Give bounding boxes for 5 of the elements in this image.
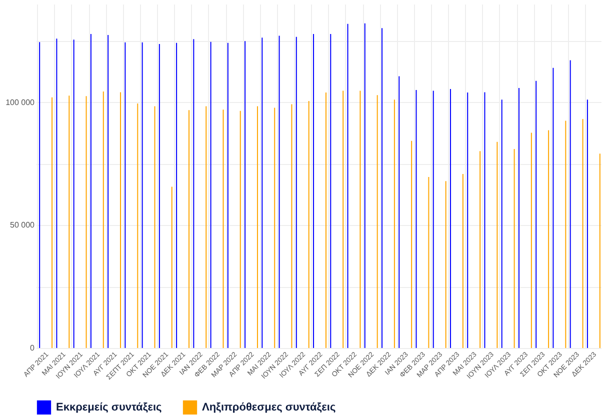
legend-label: Ληξιπρόθεσμες συντάξεις (202, 401, 336, 414)
y-tick-label: 0 (30, 344, 36, 352)
legend-label: Εκκρεμείς συντάξεις (56, 401, 162, 414)
y-tick-label: 100 000 (6, 98, 36, 107)
y-tick-label: 50 000 (10, 220, 36, 230)
